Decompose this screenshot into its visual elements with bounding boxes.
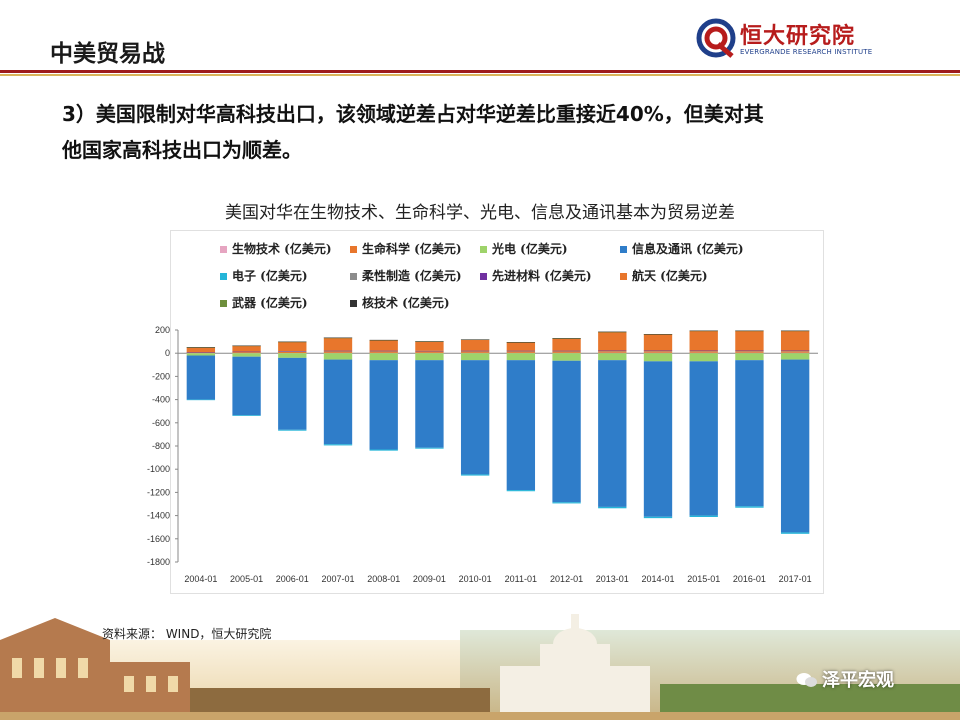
legend-item: 先进材料 (亿美元) [480, 267, 592, 284]
legend-label: 柔性制造 (亿美元) [362, 269, 462, 283]
source-note: 资料来源： WIND，恒大研究院 [102, 627, 272, 641]
legend-swatch [350, 300, 357, 307]
legend-item: 柔性制造 (亿美元) [350, 267, 462, 284]
legend-label: 生物技术 (亿美元) [232, 242, 332, 256]
evergrande-logo-icon [696, 18, 736, 58]
legend-item: 武器 (亿美元) [220, 294, 308, 311]
legend-item: 信息及通讯 (亿美元) [620, 240, 744, 257]
legend-label: 光电 (亿美元) [492, 242, 568, 256]
legend-item: 光电 (亿美元) [480, 240, 568, 257]
chart-title: 美国对华在生物技术、生命科学、光电、信息及通讯基本为贸易逆差 [225, 203, 735, 223]
y-tick-label: -1400 [147, 511, 170, 521]
footer-banner [0, 600, 960, 720]
y-tick-label: -600 [152, 418, 170, 428]
legend-label: 生命科学 (亿美元) [362, 242, 462, 256]
legend-swatch [220, 273, 227, 280]
legend-swatch [350, 273, 357, 280]
legend-label: 核技术 (亿美元) [362, 296, 450, 310]
legend-item: 核技术 (亿美元) [350, 294, 450, 311]
legend-item: 航天 (亿美元) [620, 267, 708, 284]
slide-heading: 3）美国限制对华高科技出口，该领域逆差占对华逆差比重接近40%，但美对其 他国家… [62, 96, 912, 168]
legend-swatch [620, 246, 627, 253]
legend-swatch [480, 273, 487, 280]
y-tick-label: -1800 [147, 557, 170, 567]
y-tick-label: -1600 [147, 534, 170, 544]
y-tick-label: -200 [152, 371, 170, 381]
header-rule-accent [0, 74, 960, 76]
y-tick-label: -800 [152, 441, 170, 451]
legend-item: 生物技术 (亿美元) [220, 240, 332, 257]
legend-label: 武器 (亿美元) [232, 296, 308, 310]
legend-label: 航天 (亿美元) [632, 269, 708, 283]
wechat-brand-label: 泽平宏观 [822, 670, 894, 691]
legend-item: 生命科学 (亿美元) [350, 240, 462, 257]
legend-swatch [220, 300, 227, 307]
legend-swatch [350, 246, 357, 253]
wechat-logo-icon [796, 671, 818, 689]
legend-swatch [220, 246, 227, 253]
wechat-brand: 泽平宏观 [796, 666, 894, 692]
evergrande-logo: 恒大研究院 EVERGRANDE RESEARCH INSTITUTE [696, 16, 896, 64]
logo-text-cn: 恒大研究院 [740, 24, 856, 49]
header-rule [0, 70, 960, 73]
footer-scenery-illustration [0, 614, 960, 720]
logo-text-en: EVERGRANDE RESEARCH INSTITUTE [740, 48, 873, 56]
y-tick-label: -1000 [147, 464, 170, 474]
legend-swatch [480, 246, 487, 253]
chart-legend: 生物技术 (亿美元) 生命科学 (亿美元) 光电 (亿美元) 信息及通讯 (亿美元) 电… [220, 240, 820, 314]
legend-label: 先进材料 (亿美元) [492, 269, 592, 283]
page-title: 中美贸易战 [50, 41, 165, 67]
y-tick-label: -400 [152, 395, 170, 405]
y-tick-label: -1200 [147, 487, 170, 497]
heading-line-1: 3）美国限制对华高科技出口，该领域逆差占对华逆差比重接近40%，但美对其 [62, 102, 764, 126]
legend-label: 电子 (亿美元) [232, 269, 308, 283]
heading-line-2: 他国家高科技出口为顺差。 [62, 138, 302, 162]
legend-label: 信息及通讯 (亿美元) [632, 242, 744, 256]
y-tick-label: 200 [155, 325, 170, 335]
legend-item: 电子 (亿美元) [220, 267, 308, 284]
legend-swatch [620, 273, 627, 280]
